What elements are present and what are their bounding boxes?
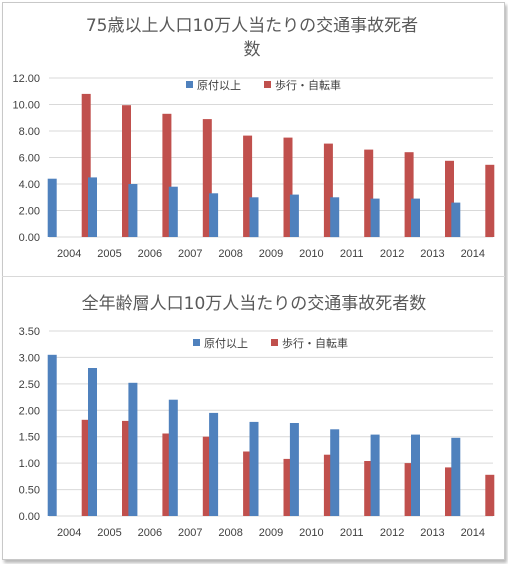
chart2-x-tick-label: 2009: [259, 527, 283, 539]
chart2-x-tick-label: 2011: [340, 527, 364, 539]
chart2-x-tick-label: 2008: [218, 527, 242, 539]
chart2-y-tick-label: 2.50: [19, 379, 40, 391]
chart1-x-tick-label: 2006: [138, 248, 162, 260]
chart1-bar-moped: [128, 184, 138, 237]
chart2-x-tick-label: 2012: [380, 527, 404, 539]
chart2-bar-pedestrian: [323, 454, 333, 516]
chart2-bar-pedestrian: [162, 433, 172, 516]
chart2-bar-pedestrian: [202, 436, 212, 516]
chart1-legend-swatch: [186, 81, 193, 88]
chart1-bar-pedestrian: [485, 164, 495, 237]
chart2-bar-pedestrian: [243, 451, 253, 516]
chart1-legend-label: 歩行・自転車: [275, 78, 341, 92]
chart2-x-tick-label: 2007: [178, 527, 202, 539]
chart2-plot: 0.00 0.50 1.00 1.50 2.00 2.50 3.00 3.50 2004 2005…: [19, 326, 495, 539]
chart2-bar-pedestrian: [122, 420, 131, 516]
chart-divider: [2, 276, 505, 277]
chart1-bar-pedestrian: [323, 143, 333, 237]
chart2-y-tick-label: 1.50: [19, 432, 40, 444]
chart2-bar-moped: [370, 434, 380, 516]
chart1-x-tick-label: 2004: [57, 248, 81, 260]
chart1-bar-pedestrian: [364, 149, 374, 237]
chart1-bar-moped: [47, 178, 57, 237]
chart2-y-tick-label: 0.50: [19, 485, 40, 497]
chart1-x-tick-label: 2005: [97, 248, 121, 260]
chart2-x-tick-label: 2006: [138, 527, 162, 539]
chart2-legend-swatch: [271, 339, 278, 346]
chart1-y-tick-label: 8.00: [19, 126, 40, 138]
chart1-x-tick-label: 2013: [420, 248, 444, 260]
chart1-title-line2: 数: [244, 40, 261, 60]
chart1-y-tick-label: 2.00: [19, 206, 40, 218]
chart2-bar-pedestrian: [404, 463, 414, 516]
chart2-bar-pedestrian: [485, 474, 495, 516]
chart2-x-tick-label: 2010: [299, 527, 323, 539]
chart2-legend-label: 原付以上: [204, 337, 248, 350]
chart1-legend-swatch: [264, 81, 271, 88]
chart2-y-tick-label: 0.00: [19, 511, 40, 523]
chart2-bar-moped: [168, 399, 178, 516]
chart1-bar-moped: [451, 202, 461, 237]
chart2-bar-pedestrian: [283, 458, 293, 516]
chart1-x-tick-label: 2010: [299, 248, 323, 260]
chart2-title: 全年齢層人口10万人当たりの交通事故死者数: [82, 294, 427, 314]
chart2-bar-moped: [128, 382, 138, 516]
chart2-x-tick-label: 2014: [461, 527, 485, 539]
chart2-y-tick-label: 1.00: [19, 458, 40, 470]
chart1-bar-pedestrian: [404, 152, 414, 237]
chart2-bar-pedestrian: [445, 467, 454, 516]
chart2-bar-moped: [451, 437, 461, 516]
chart1-title-line1: 75歳以上人口10万人当たりの交通事故死者: [86, 16, 418, 36]
chart1-bar-moped: [411, 198, 420, 237]
chart2-y-tick-label: 3.50: [19, 326, 40, 338]
chart1-y-tick-label: 12.00: [12, 73, 40, 85]
chart1-bar-moped: [168, 186, 178, 237]
chart1-bar-moped: [370, 198, 380, 237]
chart1-bar-moped: [289, 194, 299, 237]
chart1-bar-moped: [88, 177, 97, 237]
chart1-legend-label: 原付以上: [197, 79, 241, 92]
chart2-bar-moped: [411, 434, 420, 516]
chart2-y-tick-label: 3.00: [19, 352, 40, 364]
chart2-bar-pedestrian: [81, 419, 91, 516]
chart1-bar-moped: [249, 197, 259, 238]
chart2-bar-moped: [289, 423, 299, 516]
chart1-plot: 0.00 2.00 4.00 6.00 8.00 10.00 12.00 2004 2005 20…: [12, 73, 495, 260]
chart2-legend-label: 歩行・自転車: [282, 336, 348, 350]
chart1-bar-pedestrian: [283, 137, 293, 237]
chart2-bar-moped: [330, 429, 340, 516]
chart1-bar-moped: [330, 197, 340, 238]
chart1-y-tick-label: 0.00: [19, 232, 40, 244]
chart1-bar-pedestrian: [243, 135, 253, 237]
chart1-x-tick-label: 2007: [178, 248, 202, 260]
chart1-x-tick-label: 2014: [461, 248, 485, 260]
chart1-bar-pedestrian: [122, 105, 131, 237]
chart2-bar-moped: [88, 368, 97, 516]
chart1-x-tick-label: 2011: [340, 248, 364, 260]
chart1-x-tick-label: 2009: [259, 248, 283, 260]
chart1-bar-pedestrian: [202, 119, 212, 237]
chart2-x-tick-label: 2005: [97, 527, 121, 539]
chart1-x-tick-label: 2008: [218, 248, 242, 260]
chart2-x-tick-label: 2013: [420, 527, 444, 539]
chart1-x-tick-label: 2012: [380, 248, 404, 260]
chart1-bar-moped: [209, 193, 219, 237]
chart2-x-tick-label: 2004: [57, 527, 81, 539]
chart1-y-tick-label: 10.00: [12, 100, 40, 112]
chart2-y-tick-label: 2.00: [19, 405, 40, 417]
chart2-bar-moped: [47, 354, 57, 516]
chart2-bar-pedestrian: [364, 461, 374, 516]
chart2-legend-swatch: [193, 339, 200, 346]
chart1-y-tick-label: 4.00: [19, 179, 40, 191]
chart2-bar-moped: [249, 421, 259, 516]
chart1-bar-pedestrian: [162, 113, 172, 237]
chart1-bar-pedestrian: [445, 160, 454, 237]
chart1-bar-pedestrian: [81, 93, 91, 238]
chart2-bar-moped: [209, 412, 219, 516]
chart1-y-tick-label: 6.00: [19, 153, 40, 165]
